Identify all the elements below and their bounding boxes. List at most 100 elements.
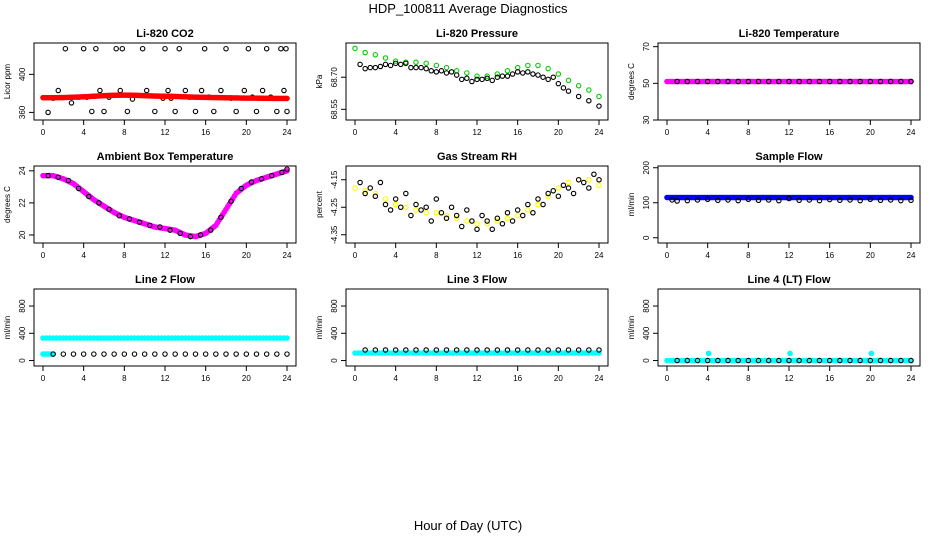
- data-point: [45, 109, 51, 116]
- data-point: [201, 45, 208, 52]
- data-point: [263, 351, 270, 357]
- data-point: [887, 197, 894, 203]
- panel-title: Ambient Box Temperature: [97, 151, 234, 163]
- data-point: [423, 60, 429, 67]
- data-point: [443, 70, 450, 76]
- x-tick-label: 12: [785, 374, 794, 383]
- data-point: [596, 93, 602, 100]
- data-point: [152, 351, 158, 357]
- series-black: [669, 195, 914, 204]
- data-point: [525, 201, 531, 208]
- data-point: [211, 108, 217, 115]
- data-point: [868, 350, 875, 357]
- data-point: [847, 78, 853, 85]
- data-point: [413, 207, 419, 213]
- data-point: [519, 70, 526, 76]
- data-point: [152, 108, 158, 115]
- data-point: [192, 108, 199, 115]
- y-axis-label: percent: [315, 190, 324, 217]
- data-point: [504, 347, 511, 353]
- y-tick-label: 800: [18, 299, 27, 313]
- data-point: [575, 347, 582, 353]
- data-point: [248, 179, 255, 185]
- x-tick-label: 8: [122, 374, 127, 383]
- x-tick-label: 12: [785, 251, 794, 260]
- x-tick-label: 16: [201, 128, 210, 137]
- data-point: [898, 78, 904, 85]
- data-point: [392, 347, 399, 353]
- series-green: [352, 45, 602, 100]
- data-point: [101, 108, 107, 115]
- data-point: [826, 357, 833, 364]
- data-point: [131, 351, 138, 357]
- data-point: [715, 78, 721, 85]
- data-point: [116, 212, 123, 219]
- panel-5: Gas Stream RH 0 4 8 12 16 20 24 -4.35 -4.25 -4.15 p…: [315, 151, 609, 260]
- data-point: [362, 188, 368, 194]
- data-point: [281, 87, 287, 94]
- data-point: [786, 78, 792, 85]
- data-point: [208, 227, 214, 233]
- data-point: [202, 351, 209, 357]
- data-point: [596, 182, 602, 189]
- x-tick-label: 0: [41, 374, 46, 383]
- data-point: [806, 197, 813, 203]
- x-tick-label: 4: [705, 374, 710, 383]
- data-point: [816, 78, 823, 85]
- data-point: [428, 218, 434, 224]
- y-tick-label: 70: [642, 42, 651, 51]
- data-point: [182, 87, 189, 94]
- x-tick-label: 24: [907, 128, 916, 137]
- data-point: [362, 347, 368, 353]
- panel-1: Li-820 CO2 0 4 8 12 16 20 24 360 400 Licor ppm: [3, 28, 297, 137]
- data-point: [453, 215, 460, 222]
- x-tick-label: 24: [907, 374, 916, 383]
- data-point: [176, 45, 182, 52]
- x-tick-label: 12: [161, 251, 170, 260]
- data-point: [469, 218, 475, 224]
- data-point: [464, 207, 470, 213]
- x-tick-label: 8: [434, 251, 439, 260]
- data-point: [162, 45, 168, 52]
- panel-title: Line 4 (LT) Flow: [748, 274, 831, 286]
- data-point: [60, 351, 67, 357]
- data-point: [555, 193, 562, 200]
- data-point: [65, 177, 72, 184]
- data-point: [494, 215, 501, 222]
- data-point: [117, 87, 124, 94]
- x-tick-label: 16: [513, 251, 522, 260]
- data-point: [867, 357, 874, 364]
- data-point: [535, 62, 541, 69]
- data-point: [796, 197, 802, 204]
- y-tick-label: 100: [642, 196, 651, 210]
- data-point: [514, 212, 521, 219]
- data-point: [540, 201, 546, 208]
- data-point: [392, 201, 399, 208]
- data-point: [259, 87, 266, 94]
- series-cyan: [664, 350, 914, 364]
- data-point: [182, 351, 189, 357]
- data-point: [362, 190, 368, 197]
- x-axis-title: Hour of Day (UTC): [413, 518, 523, 533]
- x-tick-label: 0: [353, 374, 358, 383]
- x-tick-label: 4: [705, 251, 710, 260]
- series-black: [50, 351, 290, 357]
- data-point: [382, 201, 389, 208]
- y-tick-label: 30: [642, 115, 651, 124]
- data-point: [392, 60, 399, 67]
- panel-6: Sample Flow 0 4 8 12 16 20 24 0 100 200 ml/min: [627, 151, 921, 260]
- data-point: [253, 351, 260, 357]
- data-point: [596, 347, 602, 353]
- x-tick-label: 16: [825, 251, 834, 260]
- data-point: [198, 87, 205, 94]
- data-point: [357, 61, 363, 68]
- data-point: [228, 198, 234, 205]
- data-point: [745, 357, 752, 364]
- data-point: [479, 212, 485, 219]
- data-point: [283, 45, 289, 52]
- panel-8: Line 3 Flow 0 4 8 12 16 20 24 0 400 800 ml/min: [315, 274, 609, 383]
- x-tick-label: 20: [866, 251, 875, 260]
- data-point: [545, 347, 551, 353]
- data-point: [89, 108, 95, 115]
- data-point: [489, 77, 495, 84]
